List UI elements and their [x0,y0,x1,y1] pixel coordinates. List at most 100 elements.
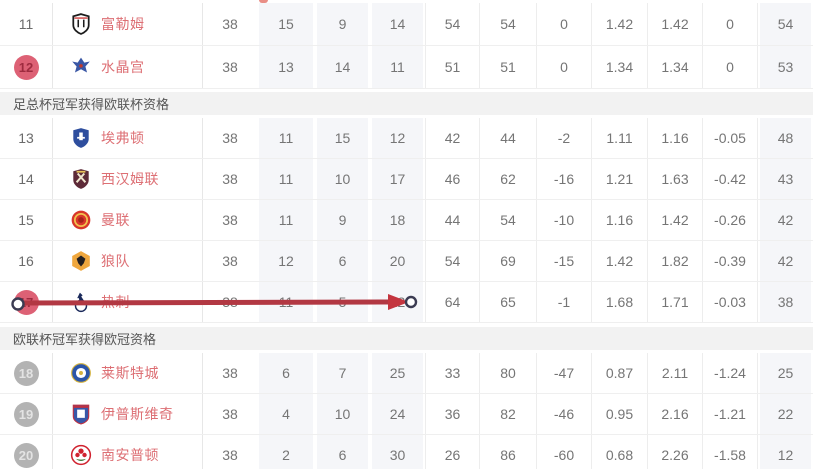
goals-against-cell: 54 [479,200,536,240]
table-row[interactable]: 12 水晶宫 38 13 14 11 51 51 0 1.34 1.34 0 5… [0,46,813,89]
team-name[interactable]: 富勒姆 [101,16,145,32]
team-cell[interactable]: 水晶宫 [53,46,203,88]
avg-goals-for-cell: 1.16 [591,200,647,240]
goals-against-cell: 51 [479,46,536,88]
draws-cell: 10 [315,159,370,199]
team-cell[interactable]: 狼队 [53,241,203,281]
points-cell: 42 [757,241,813,281]
table-row[interactable]: 14 西汉姆联 38 11 10 17 46 62 -16 1.21 1.63 … [0,159,813,200]
team-name[interactable]: 南安普顿 [101,447,159,463]
goal-diff-cell: -15 [536,241,591,281]
played-cell: 38 [222,171,238,187]
avg-goal-diff-cell: -0.26 [702,200,757,240]
rank-cell: 20 [0,435,53,469]
southampton-crest-icon [70,444,92,466]
goal-diff-cell: -1 [536,282,591,322]
goals-against-cell: 86 [479,435,536,469]
wins-cell: 2 [257,435,315,469]
team-name[interactable]: 西汉姆联 [101,171,159,187]
wins-cell: 11 [257,282,315,322]
team-name[interactable]: 热刺 [101,294,130,310]
table-row-highlighted[interactable]: 17 热刺 38 11 5 22 64 65 -1 1.68 1.71 -0.0… [0,282,813,323]
goal-diff-cell: -60 [536,435,591,469]
goals-for-cell: 64 [425,282,479,322]
team-name[interactable]: 埃弗顿 [101,130,145,146]
draws-cell: 6 [315,241,370,281]
team-cell[interactable]: 曼联 [53,200,203,240]
team-cell[interactable]: 南安普顿 [53,435,203,469]
rank-badge: 18 [13,360,39,386]
rank-badge: 12 [13,54,39,80]
team-name[interactable]: 曼联 [101,212,130,228]
wins-cell: 6 [257,353,315,393]
avg-goals-against-cell: 2.26 [647,435,702,469]
goal-diff-cell: -16 [536,159,591,199]
wins-cell: 13 [257,46,315,88]
table-row[interactable]: 18 莱斯特城 38 6 7 25 33 80 -47 0.87 2.11 -1… [0,353,813,394]
played-cell: 38 [222,130,238,146]
avg-goals-for-cell: 1.68 [591,282,647,322]
avg-goal-diff-cell: -1.58 [702,435,757,469]
points-cell: 48 [757,118,813,158]
table-row[interactable]: 13 埃弗顿 38 11 15 12 42 44 -2 1.11 1.16 -0… [0,118,813,159]
rank-badge: 17 [13,289,39,315]
team-name[interactable]: 伊普斯维奇 [101,406,174,422]
played-cell: 38 [222,447,238,463]
avg-goal-diff-cell: -1.24 [702,353,757,393]
team-cell[interactable]: 莱斯特城 [53,353,203,393]
wins-cell: 15 [257,3,315,45]
avg-goals-for-cell: 1.34 [591,46,647,88]
points-cell: 54 [757,3,813,45]
avg-goals-for-cell: 1.11 [591,118,647,158]
goals-for-cell: 51 [425,46,479,88]
goals-against-cell: 80 [479,353,536,393]
team-cell[interactable]: 埃弗顿 [53,118,203,158]
everton-crest-icon [70,127,92,149]
goals-for-cell: 54 [425,241,479,281]
table-row[interactable]: 19 伊普斯维奇 38 4 10 24 36 82 -46 0.95 2.16 … [0,394,813,435]
points-cell: 25 [757,353,813,393]
goals-for-cell: 26 [425,435,479,469]
team-cell[interactable]: 富勒姆 [53,3,203,45]
draws-cell: 6 [315,435,370,469]
team-name[interactable]: 水晶宫 [101,59,145,75]
rank-cell: 17 [0,282,53,322]
points-cell: 22 [757,394,813,434]
avg-goals-against-cell: 1.63 [647,159,702,199]
avg-goal-diff-cell: -0.05 [702,118,757,158]
played-cell: 38 [222,16,238,32]
goals-against-cell: 65 [479,282,536,322]
fulham-crest-icon [70,13,92,35]
team-cell[interactable]: 西汉姆联 [53,159,203,199]
team-name[interactable]: 莱斯特城 [101,365,159,381]
section-row: 欧联杯冠军获得欧冠资格 [0,323,813,353]
losses-cell: 30 [370,435,425,469]
avg-goals-against-cell: 1.82 [647,241,702,281]
avg-goals-against-cell: 1.16 [647,118,702,158]
goals-for-cell: 46 [425,159,479,199]
avg-goals-against-cell: 1.34 [647,46,702,88]
wins-cell: 4 [257,394,315,434]
avg-goals-for-cell: 0.87 [591,353,647,393]
goal-diff-cell: -47 [536,353,591,393]
table-row[interactable]: 15 曼联 38 11 9 18 44 54 -10 1.16 1.42 -0.… [0,200,813,241]
team-cell[interactable]: 伊普斯维奇 [53,394,203,434]
losses-cell: 22 [370,282,425,322]
rank-number: 15 [18,212,34,228]
table-row[interactable]: 20 南安普顿 38 2 6 30 26 86 -60 0.68 2.26 -1… [0,435,813,469]
table-row[interactable]: 16 狼队 38 12 6 20 54 69 -15 1.42 1.82 -0.… [0,241,813,282]
draws-cell: 14 [315,46,370,88]
draws-cell: 9 [315,200,370,240]
losses-cell: 11 [370,46,425,88]
avg-goal-diff-cell: 0 [702,46,757,88]
wins-cell: 11 [257,118,315,158]
goal-diff-cell: -2 [536,118,591,158]
goals-for-cell: 54 [425,3,479,45]
played-cell: 38 [222,59,238,75]
team-name[interactable]: 狼队 [101,253,130,269]
avg-goals-against-cell: 2.16 [647,394,702,434]
team-cell[interactable]: 热刺 [53,282,203,322]
wins-cell: 11 [257,159,315,199]
table-row[interactable]: 11 富勒姆 38 15 9 14 54 54 0 1.42 1.42 0 54 [0,3,813,46]
